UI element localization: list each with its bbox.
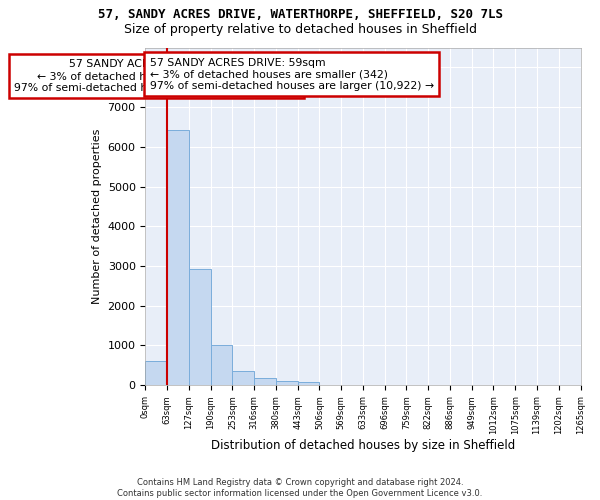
Bar bbox=[211, 346, 232, 385]
Bar bbox=[145, 360, 167, 385]
Y-axis label: Number of detached properties: Number of detached properties bbox=[92, 128, 102, 304]
Bar bbox=[167, 130, 189, 385]
Text: 57 SANDY ACRES DRIVE: 59sqm
← 3% of detached houses are smaller (342)
97% of sem: 57 SANDY ACRES DRIVE: 59sqm ← 3% of deta… bbox=[150, 58, 434, 91]
X-axis label: Distribution of detached houses by size in Sheffield: Distribution of detached houses by size … bbox=[211, 440, 515, 452]
Bar bbox=[298, 382, 319, 385]
Text: 57, SANDY ACRES DRIVE, WATERTHORPE, SHEFFIELD, S20 7LS: 57, SANDY ACRES DRIVE, WATERTHORPE, SHEF… bbox=[97, 8, 503, 20]
Text: Contains HM Land Registry data © Crown copyright and database right 2024.
Contai: Contains HM Land Registry data © Crown c… bbox=[118, 478, 482, 498]
Text: 57 SANDY ACRES DRIVE: 59sqm
← 3% of detached houses are smaller (342)
97% of sem: 57 SANDY ACRES DRIVE: 59sqm ← 3% of deta… bbox=[14, 60, 298, 92]
Bar bbox=[232, 370, 254, 385]
Bar bbox=[276, 381, 298, 385]
Bar bbox=[254, 378, 276, 385]
Text: Size of property relative to detached houses in Sheffield: Size of property relative to detached ho… bbox=[124, 22, 476, 36]
Bar bbox=[189, 269, 211, 385]
